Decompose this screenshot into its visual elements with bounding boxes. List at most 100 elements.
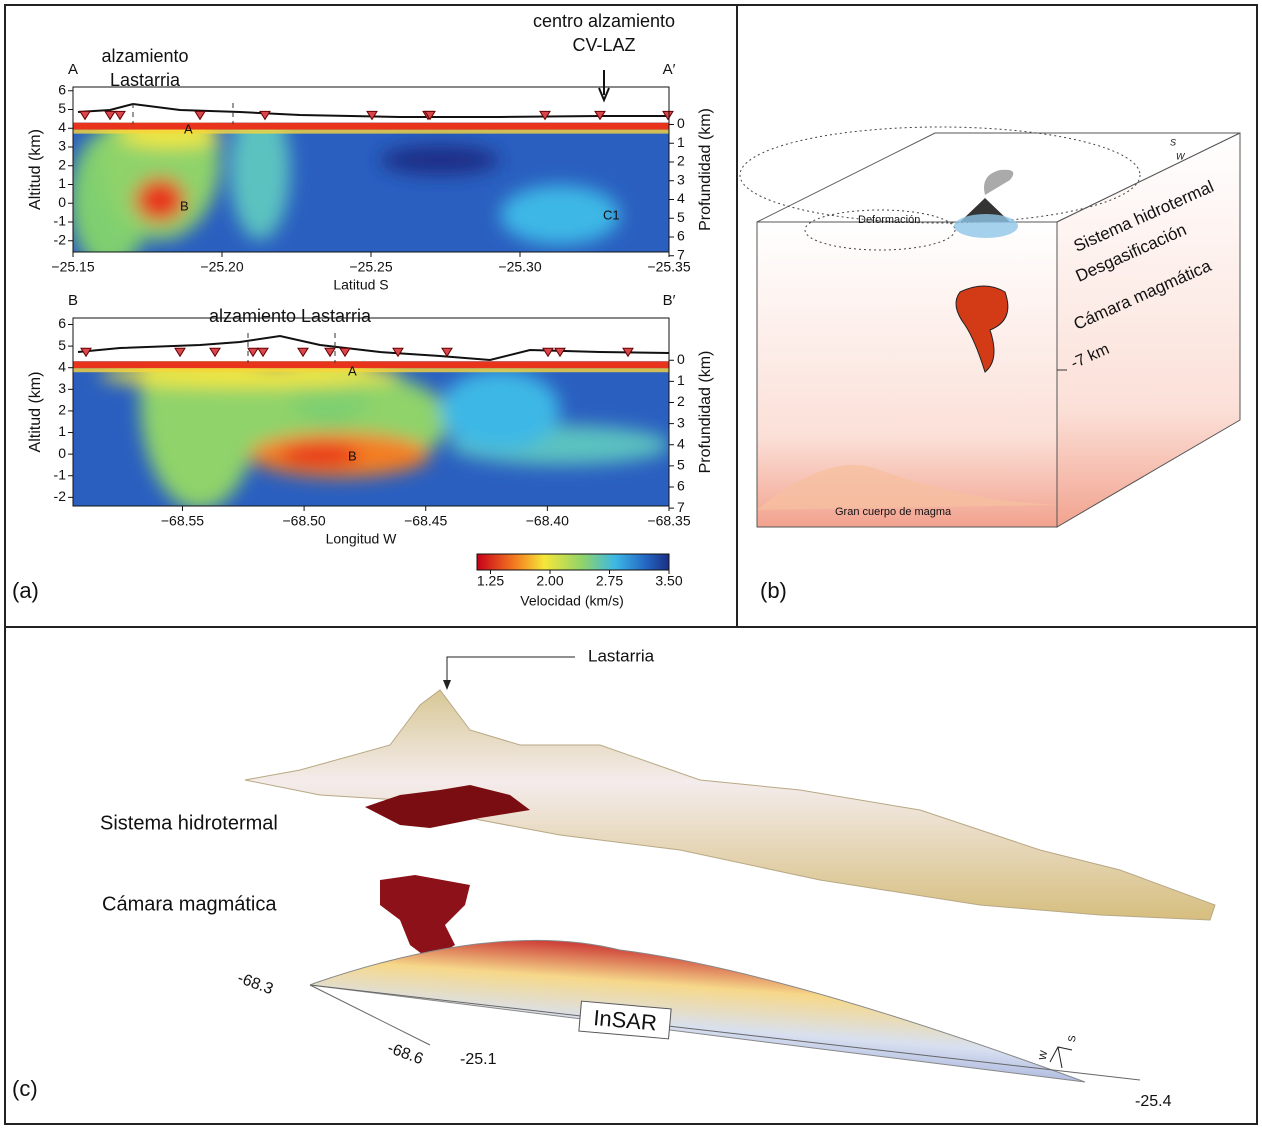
x-axis-label: Latitud S <box>333 277 388 293</box>
station <box>258 348 268 356</box>
anomaly <box>135 178 185 222</box>
x-tick-label: −68.45 <box>404 513 447 529</box>
y2-tick-label: 4 <box>677 190 685 206</box>
y-tick-label: -2 <box>54 488 67 504</box>
anomaly-label: C1 <box>603 207 620 222</box>
station <box>555 348 565 356</box>
callout: Lastarria <box>110 70 181 90</box>
velocity-section: −68.55−68.50−68.45−68.40−68.35-2-1012345… <box>27 290 714 547</box>
start-label: B <box>68 292 78 309</box>
terrain-3d <box>245 657 1215 1082</box>
station <box>175 348 185 356</box>
anomaly-label: A <box>184 121 193 136</box>
station <box>540 111 550 119</box>
surface-layer <box>73 361 669 368</box>
surface-layer <box>73 130 669 134</box>
start-label: A <box>68 61 78 78</box>
colorbar-tick-label: 2.00 <box>536 573 563 589</box>
y2-tick-label: 4 <box>677 435 685 451</box>
block-diagram <box>740 127 1240 527</box>
y-tick-label: 0 <box>58 445 66 461</box>
y2-tick-label: 6 <box>677 228 685 244</box>
colorbar-tick-label: 3.50 <box>655 573 682 589</box>
y-tick-label: -1 <box>54 213 67 229</box>
topography <box>78 336 669 360</box>
y2-tick-label: 1 <box>677 372 685 388</box>
label: Cámara magmática <box>102 893 277 915</box>
label: Sistema hidrotermal <box>100 812 278 834</box>
station <box>442 348 452 356</box>
y-tick-label: 6 <box>58 81 66 97</box>
station <box>260 111 270 119</box>
compass: S <box>1067 1034 1079 1043</box>
end-label: A′ <box>663 61 676 78</box>
y-tick-label: -2 <box>54 231 67 247</box>
x-tick-label: −25.20 <box>200 259 243 275</box>
anomaly-label: B <box>348 448 357 463</box>
x-tick-label: −68.40 <box>526 513 569 529</box>
anomaly <box>380 145 500 175</box>
callout: alzamiento Lastarria <box>209 306 372 326</box>
coord-label: -68.6 <box>385 1040 425 1068</box>
heatmap <box>70 80 669 270</box>
coord-label: -25.1 <box>460 1051 497 1068</box>
station <box>543 348 553 356</box>
x-tick-label: −25.15 <box>51 259 94 275</box>
end-label: B′ <box>663 292 676 309</box>
x-tick-label: −68.50 <box>282 513 325 529</box>
station <box>210 348 220 356</box>
y2-tick-label: 2 <box>677 393 685 409</box>
colorbar <box>477 554 669 570</box>
compass: W <box>1038 1049 1051 1061</box>
deformation-label: Deformación <box>858 214 920 226</box>
y-tick-label: 5 <box>58 100 66 116</box>
y2-tick-label: 5 <box>677 457 685 473</box>
surface-layer <box>73 123 669 130</box>
y2-tick-label: 7 <box>677 499 685 515</box>
station <box>105 111 115 119</box>
compass: S <box>1170 137 1176 147</box>
station <box>298 348 308 356</box>
y2-tick-label: 7 <box>677 246 685 262</box>
anomaly-label: A <box>348 363 357 378</box>
y-tick-label: 4 <box>58 119 66 135</box>
y-tick-label: 3 <box>58 380 66 396</box>
anomaly <box>500 185 620 245</box>
figure: (a) (b) (c) Sistema hidrotermal Desgasif… <box>0 0 1262 1129</box>
y-tick-label: 0 <box>58 194 66 210</box>
y2-tick-label: 2 <box>677 153 685 169</box>
y-tick-label: 5 <box>58 337 66 353</box>
station <box>248 348 258 356</box>
station <box>115 111 125 119</box>
station <box>195 111 205 119</box>
y-tick-label: 4 <box>58 358 66 374</box>
y2-tick-label: 5 <box>677 209 685 225</box>
heatmap <box>73 290 670 510</box>
surface-layer <box>73 368 669 372</box>
callout: centro alzamiento <box>533 11 675 31</box>
y-tick-label: 1 <box>58 423 66 439</box>
coord-label: -68.3 <box>235 970 275 998</box>
y-axis-label: Altitud (km) <box>27 129 44 210</box>
coord-label: -25.4 <box>1135 1093 1172 1110</box>
station <box>340 348 350 356</box>
y2-axis-label: Profundidad (km) <box>697 351 714 474</box>
y2-axis-label: Profundidad (km) <box>697 108 714 231</box>
x-tick-label: −68.35 <box>647 513 690 529</box>
y2-tick-label: 0 <box>677 115 685 131</box>
magma-label: Gran cuerpo de magma <box>835 506 952 518</box>
x-tick-label: −68.55 <box>161 513 204 529</box>
y-tick-label: 1 <box>58 175 66 191</box>
y2-tick-label: 1 <box>677 134 685 150</box>
volcano-label: Lastarria <box>588 646 655 665</box>
callout: alzamiento <box>101 46 188 66</box>
panel-label: (a) <box>12 578 39 603</box>
y-tick-label: 6 <box>58 315 66 331</box>
x-tick-label: −25.30 <box>498 259 541 275</box>
y2-tick-label: 6 <box>677 478 685 494</box>
y-tick-label: 2 <box>58 402 66 418</box>
y2-tick-label: 0 <box>677 351 685 367</box>
y-tick-label: 3 <box>58 138 66 154</box>
anomaly <box>230 100 290 240</box>
colorbar-tick-label: 1.25 <box>477 573 504 589</box>
